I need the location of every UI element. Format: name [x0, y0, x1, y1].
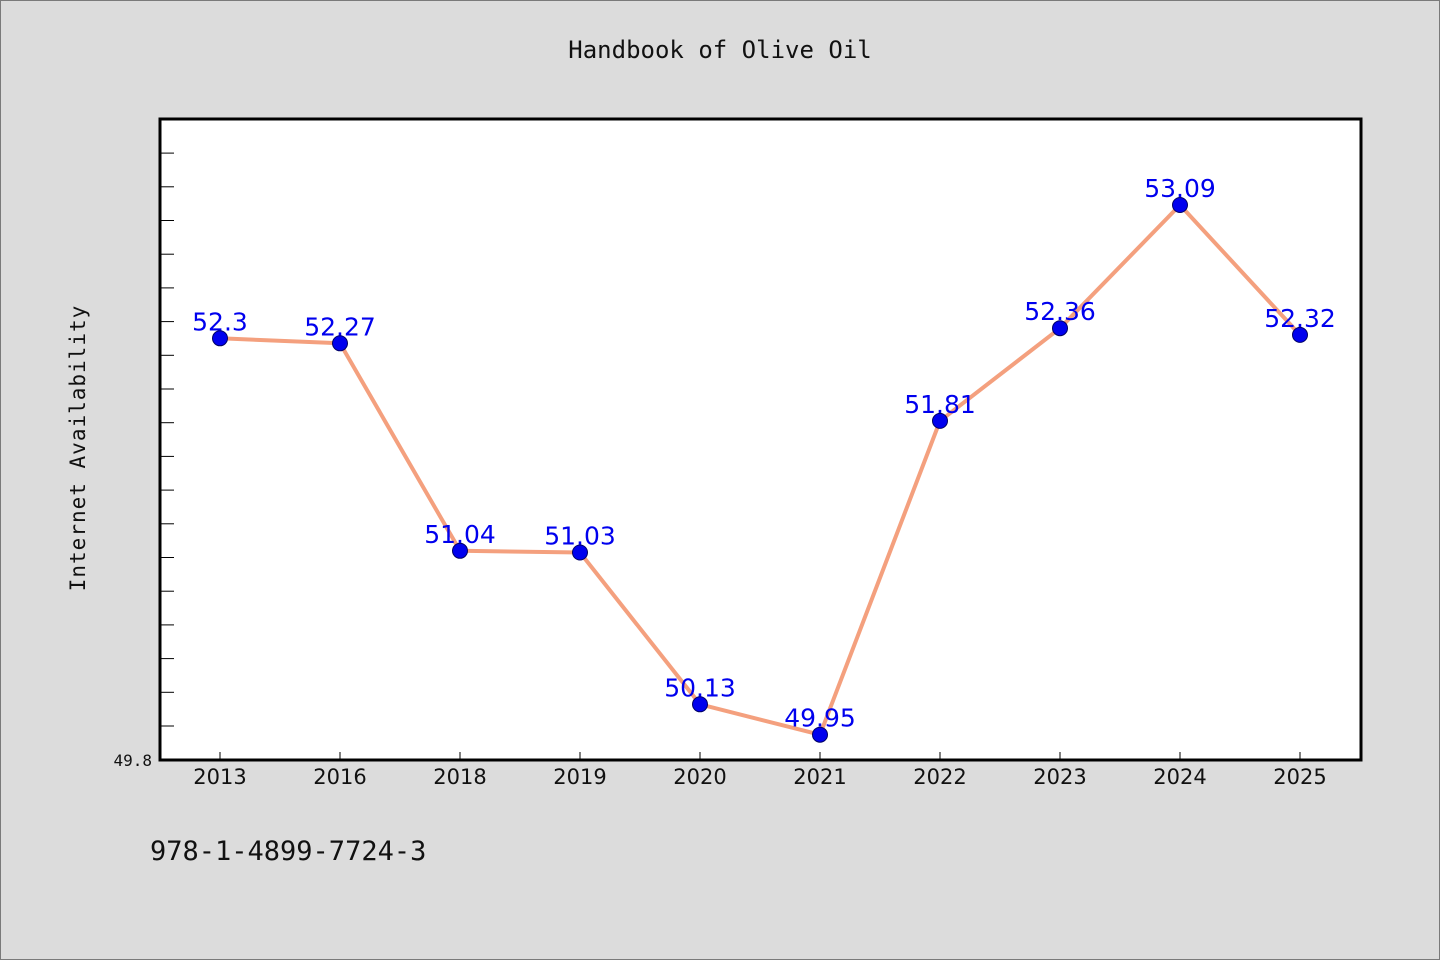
chart-title: Handbook of Olive Oil: [568, 36, 872, 64]
data-point: [812, 726, 828, 743]
x-tick-label: 2020: [673, 765, 726, 789]
data-label: 51.03: [544, 522, 616, 551]
y-tick-label: 49.8: [113, 751, 152, 770]
x-axis-ticks: 2013 2016 2018 2019 2020 2021 2022 2023 2024 2025: [193, 752, 1327, 789]
data-label: 52.32: [1264, 304, 1336, 333]
data-point: [1172, 197, 1188, 213]
data-point: [1292, 326, 1308, 343]
data-labels: 52.3 52.27 51.04 51.03 50.13 49.95 51.81 52.36 5…: [192, 174, 1336, 733]
x-tick-label: 2024: [1153, 765, 1206, 789]
x-tick-label: 2019: [553, 765, 606, 789]
data-label: 51.81: [904, 390, 976, 419]
isbn-text: 978-1-4899-7724-3: [150, 836, 427, 867]
x-tick-label: 2016: [313, 765, 366, 789]
data-label: 49.95: [784, 704, 856, 733]
plot-border: [158, 117, 1363, 762]
data-point: [1052, 320, 1068, 337]
x-tick-label: 2025: [1273, 765, 1326, 789]
data-point: [452, 542, 468, 559]
x-tick-label: 2018: [433, 765, 486, 789]
x-tick-label: 2022: [913, 765, 966, 789]
data-point: [572, 544, 588, 561]
data-point: [692, 696, 708, 713]
y-axis-ticks: 49.8: [113, 751, 152, 770]
data-label: 52.36: [1024, 297, 1096, 326]
x-tick-label: 2021: [793, 765, 846, 789]
data-label: 50.13: [664, 673, 736, 702]
data-markers: [212, 197, 1308, 743]
y-minor-ticks: [160, 152, 174, 727]
series-line: [219, 203, 1302, 737]
plot-area: [160, 119, 1361, 760]
data-label: 52.3: [192, 307, 248, 336]
data-point: [332, 335, 348, 352]
x-tick-label: 2023: [1033, 765, 1086, 789]
data-label: 53.09: [1144, 174, 1216, 203]
data-point: [212, 330, 228, 347]
data-label: 52.27: [304, 312, 376, 341]
x-tick-label: 2013: [193, 765, 246, 789]
data-label: 51.04: [424, 520, 496, 549]
series-line-group: [219, 203, 1302, 737]
data-point: [932, 412, 948, 429]
